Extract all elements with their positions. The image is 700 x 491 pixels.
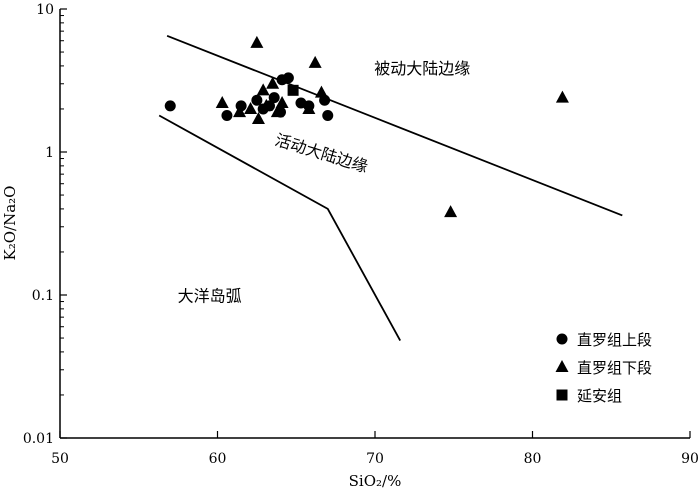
y-tick-label: 0.1 bbox=[32, 288, 54, 304]
circle-data-point bbox=[251, 94, 263, 106]
triangle-data-point bbox=[308, 55, 322, 68]
boundary-line bbox=[166, 34, 623, 217]
legend-label: 直罗组上段 bbox=[577, 331, 652, 349]
y-tick-label: 1 bbox=[45, 145, 54, 161]
x-axis-title: SiO₂/% bbox=[349, 472, 402, 490]
tectonic-boundary-lines bbox=[158, 34, 623, 342]
triangle-data-point bbox=[275, 96, 289, 109]
triangle-data-point bbox=[215, 96, 229, 109]
square-data-point bbox=[287, 84, 299, 96]
circle-data-point bbox=[164, 100, 176, 112]
x-tick-label: 70 bbox=[366, 451, 384, 467]
triangle-data-point bbox=[233, 105, 247, 118]
triangle-data-point bbox=[314, 85, 328, 98]
region-label: 被动大陆边缘 bbox=[374, 59, 470, 78]
x-tick-label: 50 bbox=[51, 451, 69, 467]
triangle-data-point bbox=[259, 98, 273, 111]
legend-square-marker bbox=[556, 389, 568, 401]
y-axis-title: K₂O/Na₂O bbox=[1, 186, 19, 261]
circle-data-point bbox=[268, 92, 280, 104]
x-axis: 50 60 70 80 90 bbox=[51, 431, 699, 467]
legend-label: 延安组 bbox=[577, 387, 622, 405]
x-tick-label: 90 bbox=[681, 451, 699, 467]
y-tick-label: 0.01 bbox=[23, 431, 54, 447]
circle-data-point bbox=[221, 109, 233, 121]
triangle-data-point bbox=[266, 76, 280, 89]
y-tick-label: 10 bbox=[36, 2, 54, 18]
legend-triangle-marker bbox=[555, 360, 569, 372]
circle-data-point bbox=[282, 72, 294, 84]
triangle-data-point bbox=[444, 205, 458, 218]
y-axis: 0.01 0.1 1 10 bbox=[23, 2, 67, 447]
triangle-data-point bbox=[250, 35, 264, 48]
circle-data-point bbox=[322, 109, 334, 121]
region-label: 大洋岛弧 bbox=[178, 287, 242, 306]
x-tick-label: 60 bbox=[209, 451, 227, 467]
data-points bbox=[164, 35, 569, 218]
triangle-data-point bbox=[270, 105, 284, 118]
x-tick-label: 80 bbox=[524, 451, 542, 467]
triangle-data-point bbox=[244, 101, 258, 114]
triangle-data-point bbox=[251, 112, 265, 125]
legend-label: 直罗组下段 bbox=[577, 359, 652, 377]
region-label: 活动大陆边缘 bbox=[273, 130, 370, 176]
legend-circle-marker bbox=[556, 333, 568, 345]
triangle-data-point bbox=[555, 90, 569, 103]
boundary-line bbox=[158, 114, 401, 342]
triangle-data-point bbox=[302, 101, 316, 114]
triangle-data-point bbox=[256, 83, 270, 96]
